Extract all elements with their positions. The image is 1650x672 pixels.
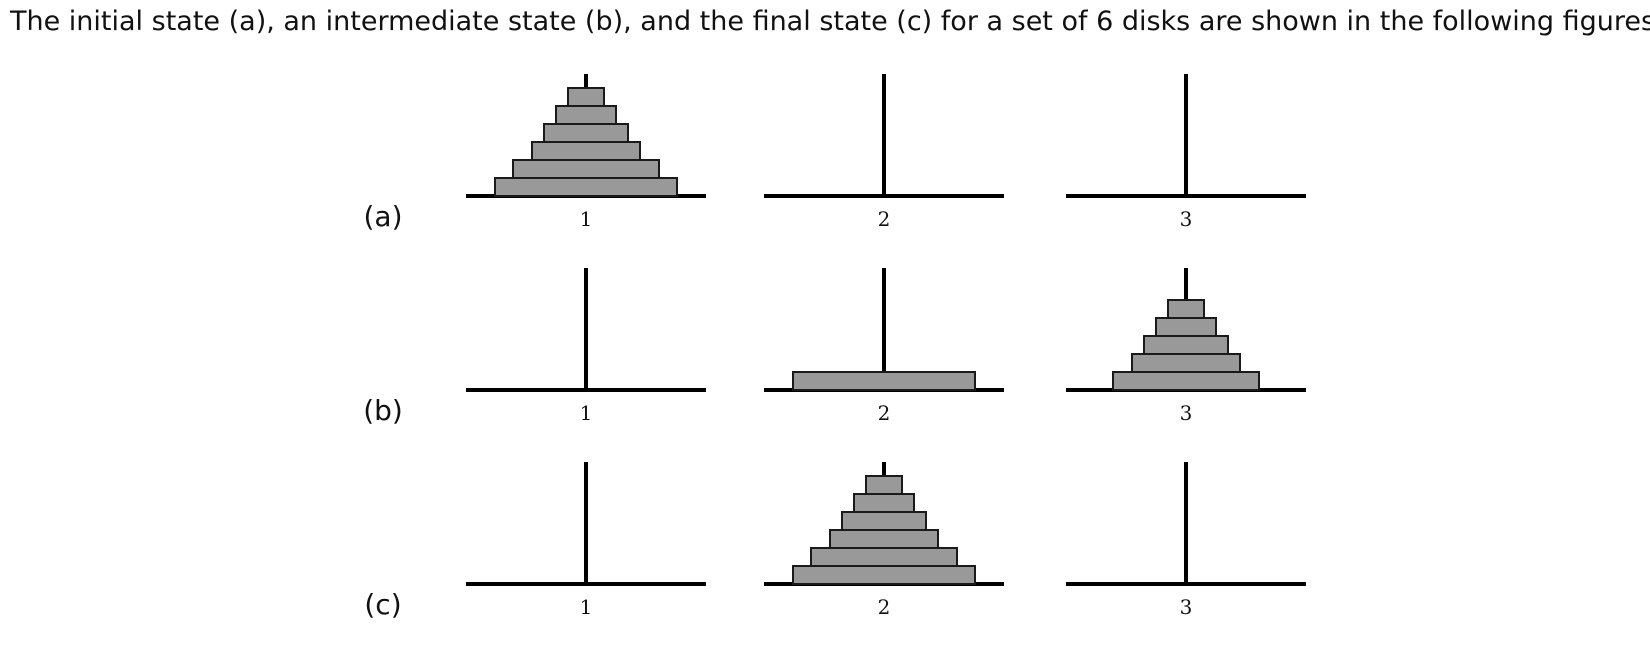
state-label-3: (c) <box>364 588 401 621</box>
disk-2 <box>853 493 915 513</box>
state-label-1: (a) <box>363 200 402 233</box>
disk-1 <box>1167 299 1205 319</box>
peg-label-2: 2 <box>878 595 891 619</box>
disk-1 <box>567 87 605 107</box>
peg-label-1: 1 <box>580 207 593 231</box>
disk-6 <box>792 565 976 585</box>
peg-label-3: 3 <box>1180 401 1193 425</box>
state-label-2: (b) <box>363 394 403 427</box>
disk-5 <box>1112 371 1260 391</box>
peg-label-1: 1 <box>580 401 593 425</box>
disk-1 <box>865 475 903 495</box>
disk-5 <box>810 547 958 567</box>
peg-label-2: 2 <box>878 401 891 425</box>
disk-3 <box>1143 335 1229 355</box>
disk-2 <box>555 105 617 125</box>
disk-5 <box>512 159 660 179</box>
disk-4 <box>1131 353 1241 373</box>
peg-label-3: 3 <box>1180 595 1193 619</box>
intro-text: The initial state (a), an intermediate s… <box>10 6 1650 37</box>
disk-4 <box>531 141 641 161</box>
peg-label-1: 1 <box>580 595 593 619</box>
disk-6 <box>494 177 678 197</box>
disk-3 <box>841 511 927 531</box>
peg-label-2: 2 <box>878 207 891 231</box>
peg-label-3: 3 <box>1180 207 1193 231</box>
disk-2 <box>1155 317 1217 337</box>
disk-6 <box>792 371 976 391</box>
disk-3 <box>543 123 629 143</box>
disk-4 <box>829 529 939 549</box>
